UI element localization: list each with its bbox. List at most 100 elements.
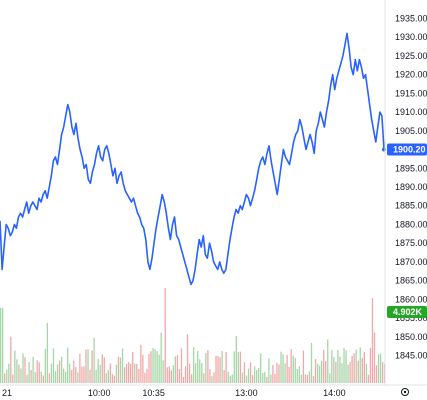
volume-bar — [162, 360, 164, 383]
y-tick-label: 1875.00 — [395, 238, 427, 248]
volume-bar — [32, 356, 34, 383]
volume-bar — [140, 344, 142, 383]
y-tick-label: 1910.00 — [395, 107, 427, 117]
volume-bar — [67, 347, 69, 383]
volume-bar — [312, 376, 315, 383]
y-tick-label: 1855.00 — [395, 313, 427, 323]
volume-bar — [217, 356, 219, 383]
volume-bar — [363, 352, 365, 383]
x-axis-ticks: 21 10:00 10:35 13:00 14:00 — [2, 388, 346, 398]
y-tick-label: 1905.00 — [395, 126, 427, 136]
volume-bar — [314, 358, 317, 383]
last-price-tag-bg — [387, 143, 427, 156]
y-tick-label: 1860.00 — [395, 294, 427, 304]
volume-bar — [316, 363, 319, 383]
volume-bar — [30, 369, 32, 383]
volume-bar — [278, 364, 280, 383]
volume-bar — [195, 363, 197, 383]
volume-bar — [266, 376, 268, 383]
volume-bar — [113, 375, 116, 383]
y-tick-label: 1845.00 — [395, 351, 427, 361]
volume-bar — [123, 367, 126, 383]
volume-bar — [85, 349, 87, 383]
volume-bar — [184, 366, 187, 383]
x-tick-label: 10:00 — [88, 388, 111, 398]
volume-bar — [268, 358, 270, 383]
volume-bar — [69, 363, 71, 383]
volume-bar — [174, 356, 177, 383]
volume-bar — [97, 358, 99, 383]
volume-bar — [243, 362, 246, 383]
volume-bar — [117, 356, 120, 383]
volume-bar — [178, 368, 181, 383]
volume-bar — [107, 370, 109, 383]
volume-bar — [333, 357, 335, 383]
volume-bar — [292, 355, 294, 383]
volume-bar — [327, 339, 329, 383]
volume-bar — [20, 368, 22, 383]
volume-bar — [231, 374, 233, 383]
volume-bar — [160, 332, 162, 383]
volume-bar — [274, 373, 276, 383]
volume-bar — [247, 368, 250, 383]
volume-bar — [50, 363, 53, 383]
volume-bar — [6, 369, 8, 383]
volume-bar — [209, 369, 211, 383]
price-line — [0, 32, 385, 286]
volume-bar — [142, 354, 144, 383]
volume-bar — [186, 334, 189, 383]
volume-bar — [221, 350, 223, 383]
gear-icon[interactable] — [401, 388, 409, 396]
volume-bar — [34, 372, 36, 383]
volume-bar — [321, 360, 323, 383]
volume-bar — [164, 288, 166, 383]
volume-bar — [373, 332, 376, 383]
volume-bar — [101, 354, 103, 383]
volume-bar — [201, 362, 203, 383]
volume-bar — [48, 373, 51, 383]
volume-bar — [28, 362, 30, 383]
volume-bar — [134, 363, 136, 383]
value-tags: 1900.20 4.902K — [387, 143, 427, 318]
volume-bar — [203, 373, 205, 383]
volume-bar — [381, 361, 384, 383]
volume-bar — [4, 373, 6, 383]
volume-bar — [227, 371, 229, 383]
volume-bar — [62, 368, 65, 383]
volume-bar — [272, 364, 274, 383]
volume-bar — [38, 362, 40, 383]
volume-bar — [262, 372, 264, 383]
volume-bar — [351, 355, 353, 383]
volume-bar — [337, 349, 339, 383]
volume-bar — [46, 322, 49, 383]
volume-bar — [132, 351, 134, 383]
volume-bar — [329, 373, 331, 383]
volume-bar — [347, 364, 349, 383]
volume-bar — [0, 308, 2, 383]
volume-bar — [136, 363, 138, 383]
volume-bar — [371, 298, 374, 383]
volume-bar — [237, 352, 240, 383]
volume-bar — [36, 360, 38, 383]
volume-bar — [296, 368, 298, 383]
y-tick-label: 1930.00 — [395, 32, 427, 42]
volume-bar — [211, 376, 213, 383]
volume-bar — [24, 357, 26, 383]
settings-button[interactable] — [401, 388, 409, 396]
y-tick-label: 1915.00 — [395, 88, 427, 98]
volume-bar — [256, 370, 258, 383]
x-tick-label: 21 — [2, 388, 12, 398]
y-tick-label: 1895.00 — [395, 163, 427, 173]
volume-bar — [310, 342, 313, 383]
volume-bar — [251, 375, 254, 383]
gear-icon-center — [403, 390, 407, 394]
volume-bar — [343, 347, 345, 383]
volume-bar — [144, 373, 146, 383]
x-tick-label: 13:00 — [235, 388, 258, 398]
volume-bar — [158, 354, 160, 383]
volume-bar — [359, 347, 361, 383]
volume-bar — [40, 371, 42, 383]
last-volume-label: 4.902K — [393, 307, 423, 317]
y-tick-label: 1850.00 — [395, 332, 427, 342]
